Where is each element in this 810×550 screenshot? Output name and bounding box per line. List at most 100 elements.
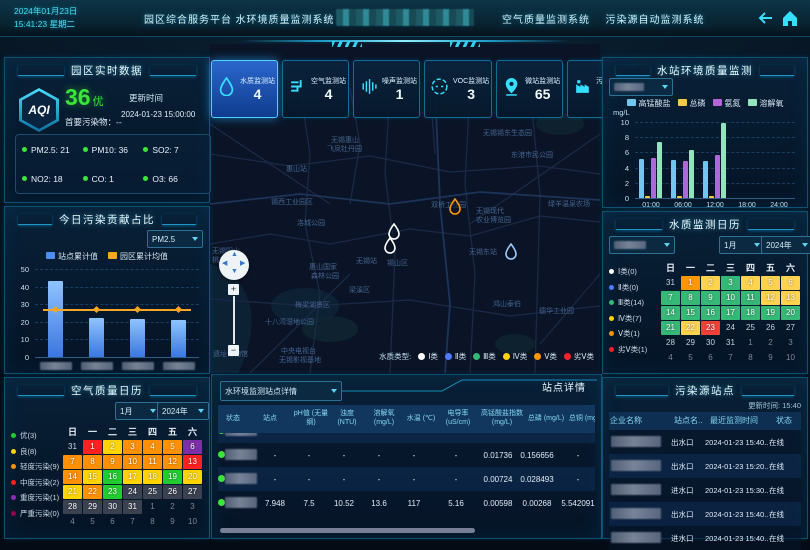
water-station-marker[interactable] (387, 222, 401, 246)
air-year-select[interactable]: 2024年 (157, 402, 209, 420)
water-station-select[interactable] (609, 78, 673, 96)
map-zoom-in-button[interactable]: + (228, 284, 239, 295)
calendar-day[interactable]: 1 (748, 338, 753, 347)
calendar-day[interactable]: 1 (150, 502, 155, 511)
calendar-day[interactable]: 1 (681, 276, 700, 290)
calendar-day[interactable]: 9 (170, 517, 175, 526)
calendar-day[interactable]: 7 (728, 353, 733, 362)
source-row[interactable]: 进水口 2024-01-23 15:30.. 在线 (609, 478, 801, 502)
calendar-day[interactable]: 12 (761, 291, 780, 305)
source-row[interactable]: 出水口 2024-01-23 15:40.. 在线 (609, 502, 801, 526)
calendar-day[interactable]: 11 (741, 291, 760, 305)
back-icon[interactable] (756, 8, 776, 28)
map-zoom-track[interactable] (233, 296, 235, 344)
calendar-day[interactable]: 28 (63, 500, 82, 514)
calendar-day[interactable]: 25 (746, 323, 755, 332)
calendar-day[interactable]: 8 (83, 455, 102, 469)
detail-table-hscrollbar[interactable] (220, 528, 475, 533)
calendar-day[interactable]: 5 (90, 517, 95, 526)
calendar-day[interactable]: 7 (661, 291, 680, 305)
nav-item-nav_right-1[interactable]: 污染源自动监测系统 (605, 15, 705, 26)
water-year-select[interactable]: 2024年 (761, 236, 810, 254)
calendar-day[interactable]: 22 (83, 485, 102, 499)
calendar-day[interactable]: 18 (741, 306, 760, 320)
calendar-day[interactable]: 9 (103, 455, 122, 469)
calendar-day[interactable]: 31 (68, 442, 77, 451)
calendar-day[interactable]: 15 (681, 306, 700, 320)
detail-dataset-select[interactable]: 水环境监测站点详情 (220, 381, 342, 401)
calendar-day[interactable]: 9 (768, 353, 773, 362)
calendar-day[interactable]: 30 (103, 500, 122, 514)
calendar-day[interactable]: 5 (163, 440, 182, 454)
calendar-day[interactable]: 31 (123, 500, 142, 514)
water-station-marker[interactable] (448, 197, 462, 221)
map-pan-control[interactable]: ▲ ▼ ◀ ▶ (219, 250, 249, 280)
calendar-day[interactable]: 2 (768, 338, 773, 347)
station-button-location-pin[interactable]: 微站监测站 65 (496, 60, 564, 118)
calendar-day[interactable]: 3 (721, 276, 740, 290)
calendar-day[interactable]: 7 (130, 517, 135, 526)
calendar-day[interactable]: 31 (726, 338, 735, 347)
table-row[interactable]: ---------- (218, 433, 595, 443)
calendar-day[interactable]: 21 (63, 485, 82, 499)
calendar-day[interactable]: 6 (110, 517, 115, 526)
calendar-day[interactable]: 3 (788, 338, 793, 347)
calendar-day[interactable]: 8 (150, 517, 155, 526)
nav-item-nav_left-0[interactable]: 园区综合服务平台 (144, 15, 232, 26)
calendar-day[interactable]: 20 (781, 306, 800, 320)
calendar-day[interactable]: 11 (143, 455, 162, 469)
calendar-day[interactable]: 7 (63, 455, 82, 469)
calendar-day[interactable]: 23 (701, 321, 720, 335)
calendar-day[interactable]: 22 (681, 321, 700, 335)
calendar-day[interactable]: 16 (701, 306, 720, 320)
calendar-day[interactable]: 2 (701, 276, 720, 290)
calendar-day[interactable]: 2 (170, 502, 175, 511)
calendar-day[interactable]: 13 (183, 455, 202, 469)
calendar-day[interactable]: 28 (666, 338, 675, 347)
station-button-water-drop[interactable]: 水质监测站 4 (211, 60, 278, 118)
calendar-day[interactable]: 10 (721, 291, 740, 305)
calendar-day[interactable]: 14 (661, 306, 680, 320)
calendar-day[interactable]: 14 (63, 470, 82, 484)
calendar-day[interactable]: 6 (183, 440, 202, 454)
calendar-day[interactable]: 19 (163, 470, 182, 484)
map-zoom-out-button[interactable]: − (228, 345, 239, 356)
calendar-day[interactable]: 3 (190, 502, 195, 511)
calendar-day[interactable]: 27 (786, 323, 795, 332)
calendar-day[interactable]: 24 (123, 485, 142, 499)
calendar-day[interactable]: 13 (781, 291, 800, 305)
calendar-day[interactable]: 29 (83, 500, 102, 514)
calendar-day[interactable]: 26 (163, 485, 182, 499)
calendar-day[interactable]: 17 (123, 470, 142, 484)
pollutant-select[interactable]: PM2.5 (147, 230, 203, 248)
nav-item-nav_right-0[interactable]: 空气质量监测系统 (502, 15, 590, 26)
water-station-marker[interactable] (504, 242, 518, 266)
nav-item-nav_left-1[interactable]: 水环境质量监测系统 (235, 15, 335, 26)
calendar-day[interactable]: 29 (686, 338, 695, 347)
calendar-day[interactable]: 31 (666, 278, 675, 287)
home-icon[interactable] (780, 8, 800, 28)
air-month-select[interactable]: 1月 (115, 402, 161, 420)
calendar-day[interactable]: 24 (726, 323, 735, 332)
calendar-day[interactable]: 19 (761, 306, 780, 320)
table-row[interactable]: 7.948 7.5 10.52 13.6 117 5.16 0.00598 0.00268 5.… (218, 491, 595, 515)
source-row[interactable]: 出水口 2024-01-23 15:20.. 在线 (609, 454, 801, 478)
source-row[interactable]: 出水口 2024-01-23 15:40.. 在线 (609, 430, 801, 454)
station-button-wind[interactable]: 空气监测站 4 (282, 60, 349, 118)
calendar-day[interactable]: 26 (766, 323, 775, 332)
calendar-day[interactable]: 8 (748, 353, 753, 362)
calendar-day[interactable]: 30 (706, 338, 715, 347)
calendar-day[interactable]: 4 (668, 353, 673, 362)
calendar-day[interactable]: 18 (143, 470, 162, 484)
calendar-day[interactable]: 6 (708, 353, 713, 362)
calendar-day[interactable]: 8 (681, 291, 700, 305)
calendar-day[interactable]: 21 (661, 321, 680, 335)
calendar-day[interactable]: 23 (103, 485, 122, 499)
calendar-day[interactable]: 4 (143, 440, 162, 454)
calendar-day[interactable]: 10 (188, 517, 197, 526)
calendar-day[interactable]: 9 (701, 291, 720, 305)
calendar-day[interactable]: 6 (781, 276, 800, 290)
calendar-day[interactable]: 10 (123, 455, 142, 469)
